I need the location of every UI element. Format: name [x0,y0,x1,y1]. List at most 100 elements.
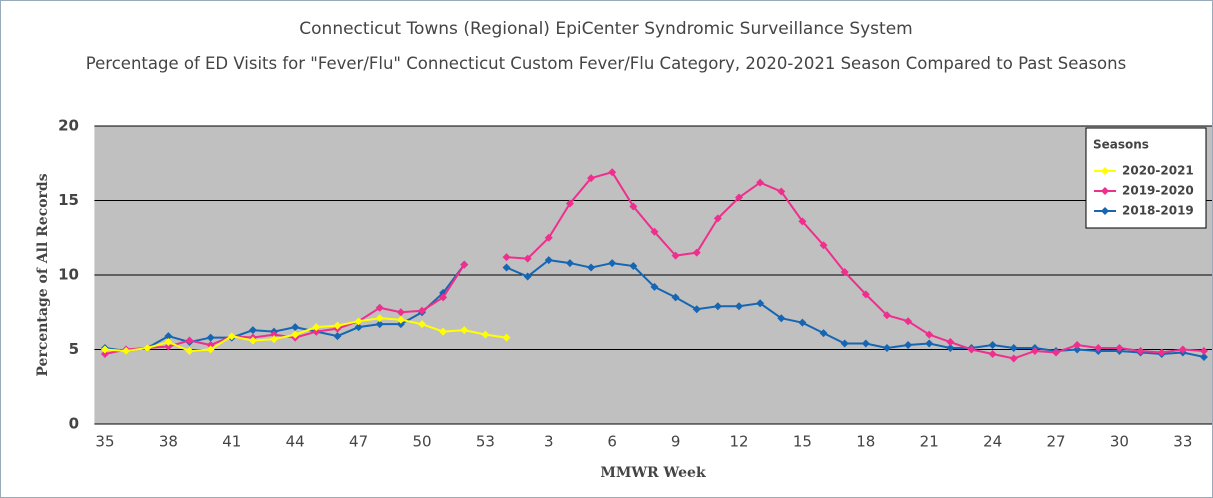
point [587,263,596,272]
legend-label: 2019-2020 [1122,184,1194,198]
x-tick-label: 24 [983,433,1002,451]
y-tick-label: 15 [58,191,79,209]
point [1178,345,1187,354]
legend-label: 2018-2019 [1122,204,1194,218]
point [312,327,321,336]
point [396,315,405,324]
point [861,339,870,348]
point [206,333,215,342]
point [375,320,384,329]
point [354,317,363,326]
point [1030,346,1039,355]
point [185,336,194,345]
point [396,320,405,329]
point [502,263,511,272]
point [270,330,279,339]
point [1115,344,1124,353]
point [291,323,300,332]
x-tick-label: 33 [1173,433,1192,451]
point [206,341,215,350]
point [417,320,426,329]
point [417,306,426,315]
x-tick-label: 53 [476,433,495,451]
point [608,168,617,177]
point [1009,344,1018,353]
point [735,193,744,202]
point [122,346,131,355]
x-tick-label: 18 [856,433,875,451]
x-tick-label: 30 [1110,433,1129,451]
x-tick-label: 9 [671,433,681,451]
x-tick-label: 47 [349,433,368,451]
point [650,282,659,291]
series-line [104,317,507,353]
point [439,293,448,302]
y-tick-label: 0 [69,415,79,433]
x-tick-label: 35 [95,433,114,451]
point [248,326,257,335]
point [544,233,553,242]
x-tick-label: 38 [159,433,178,451]
x-tick-label: 21 [920,433,939,451]
point [587,174,596,183]
point [460,260,469,269]
point [565,259,574,268]
point [396,308,405,317]
y-tick-label: 5 [69,340,79,358]
point [819,329,828,338]
point [481,330,490,339]
point [502,333,511,342]
point [608,259,617,268]
titles: Connecticut Towns (Regional) EpiCenter S… [21,19,1191,75]
point [946,344,955,353]
point [375,314,384,323]
point [946,338,955,347]
point [861,290,870,299]
y-tick-label: 20 [58,117,79,135]
legend-label: 2020-2021 [1122,164,1194,178]
point [185,346,194,355]
point [692,248,701,257]
point [629,202,638,211]
point [1073,345,1082,354]
point [100,349,109,358]
point [523,272,532,281]
point [227,332,236,341]
point [819,241,828,250]
point [248,336,257,345]
point [988,349,997,358]
point [925,339,934,348]
point [882,344,891,353]
point [671,251,680,260]
point [100,345,109,354]
point [164,342,173,351]
point [291,330,300,339]
y-tick-label: 10 [58,266,79,284]
point [798,217,807,226]
point [1157,348,1166,357]
point [333,332,342,341]
point [270,335,279,344]
legend-marker [1101,187,1109,195]
chart-title: Connecticut Towns (Regional) EpiCenter S… [299,19,913,39]
point [375,303,384,312]
point [756,299,765,308]
point [1052,348,1061,357]
point [650,227,659,236]
point [713,302,722,311]
legend-title: Seasons [1093,138,1149,152]
point [925,330,934,339]
x-tick-label: 3 [544,433,554,451]
legend-marker [1101,167,1109,175]
x-axis-title: MMWR Week [600,465,706,481]
point [164,332,173,341]
point [629,262,638,271]
point [354,323,363,332]
point [777,314,786,323]
point [164,338,173,347]
x-tick-label: 12 [729,433,748,451]
series-line [104,259,1205,358]
point [777,187,786,196]
